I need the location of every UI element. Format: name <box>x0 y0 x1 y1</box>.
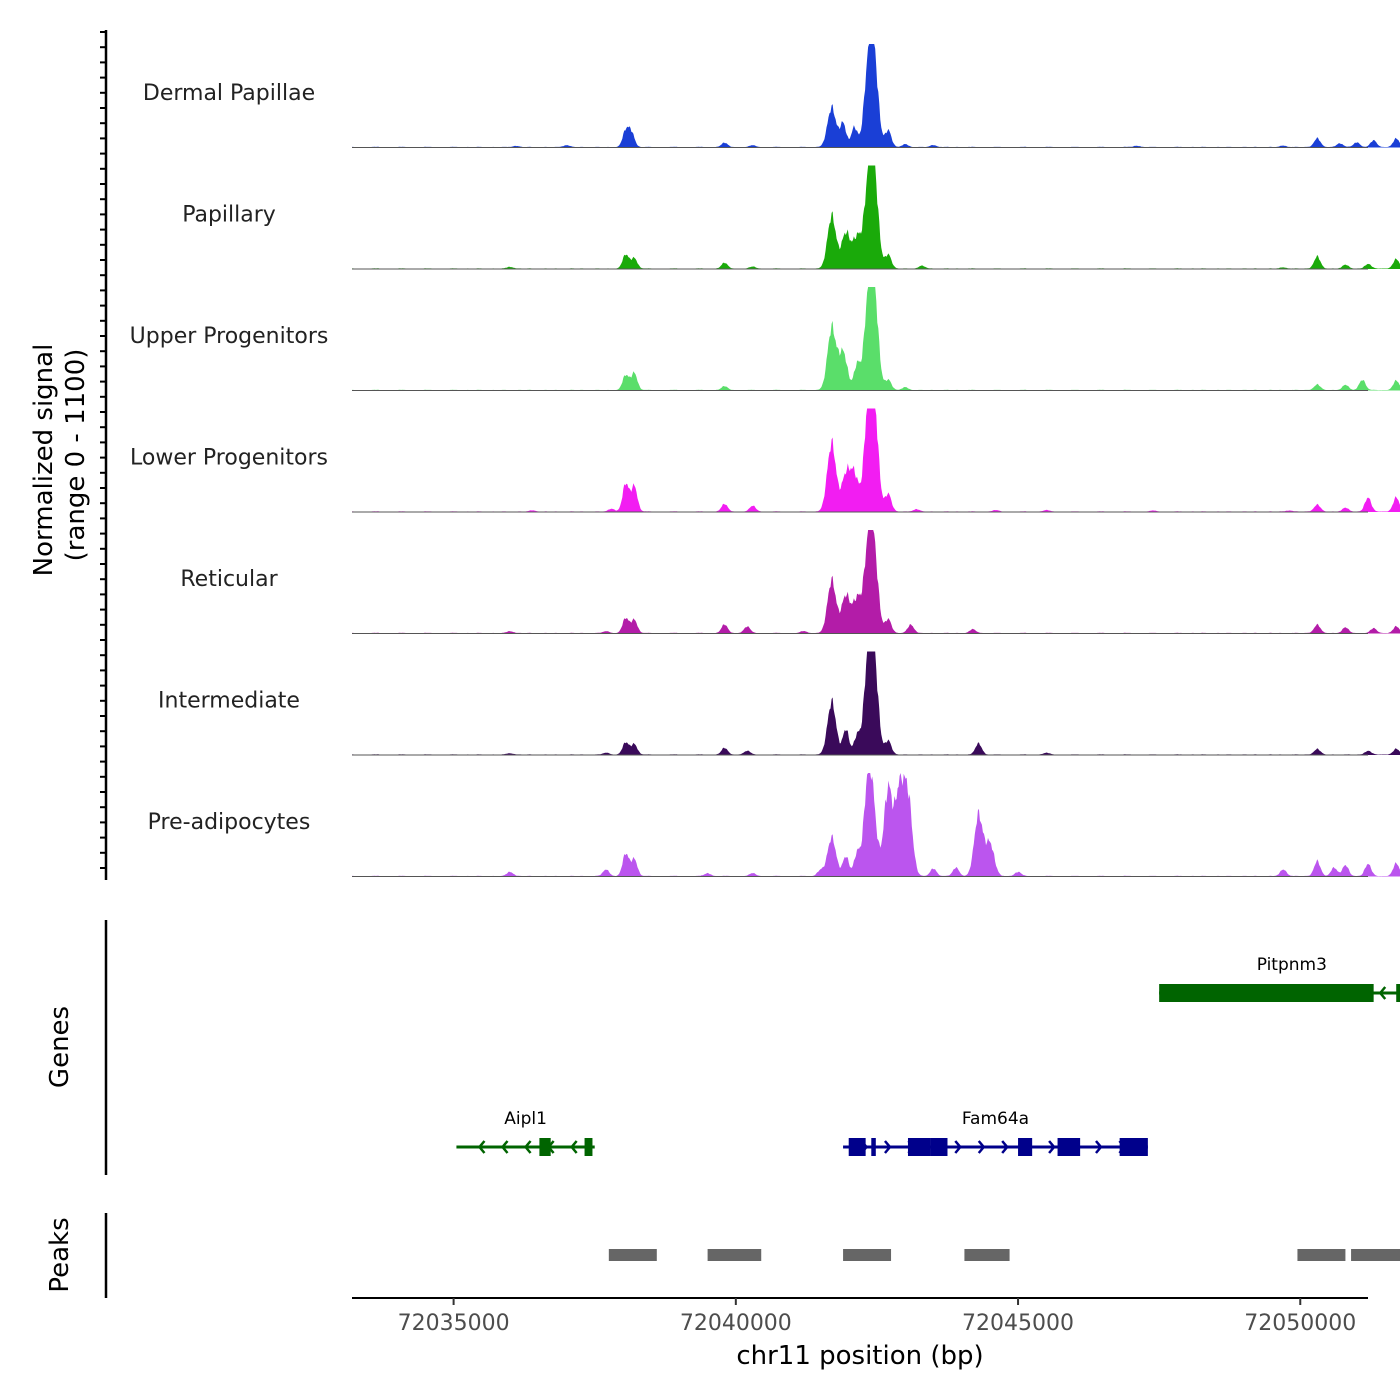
track-papillary: Papillary <box>182 165 1400 270</box>
strand-arrow <box>523 1140 532 1154</box>
x-axis-ticks: 72035000 72040000 72045000 72050000 <box>398 1298 1356 1336</box>
peak-region <box>1351 1249 1400 1261</box>
track-label: Intermediate <box>158 689 300 714</box>
track-upper-progenitors: Upper Progenitors <box>130 287 1400 391</box>
gene-label: Pitpnm3 <box>1257 955 1327 975</box>
gene-models: Aipl1 Fam64a Pitpnm3 <box>456 955 1400 1156</box>
gene-exon <box>539 1138 551 1156</box>
strand-arrow <box>883 1140 892 1154</box>
gene-exon <box>871 1138 876 1156</box>
gene-exon <box>1119 1138 1148 1156</box>
strand-arrow <box>1378 986 1387 1000</box>
gene-exon <box>1159 984 1374 1002</box>
gene-exon <box>1057 1138 1081 1156</box>
strand-arrow <box>977 1140 986 1154</box>
strand-arrow <box>500 1140 509 1154</box>
gene-label: Fam64a <box>962 1109 1029 1129</box>
track-label: Upper Progenitors <box>130 324 329 349</box>
track-dermal-papillae: Dermal Papillae <box>143 44 1400 148</box>
x-tick-label: 72045000 <box>962 1311 1074 1336</box>
peak-region <box>608 1249 657 1261</box>
gene-pitpnm3: Pitpnm3 <box>1159 955 1400 1002</box>
signal-y-axis <box>100 30 108 880</box>
gene-exon <box>930 1138 948 1156</box>
x-axis-title: chr11 position (bp) <box>736 1341 983 1371</box>
gene-fam64a: Fam64a <box>843 1109 1148 1156</box>
peak-region <box>1297 1249 1346 1261</box>
gene-label: Aipl1 <box>504 1109 547 1129</box>
peak-region <box>843 1249 892 1261</box>
track-label: Papillary <box>182 203 276 228</box>
signal-area <box>352 651 1400 755</box>
signal-area <box>352 165 1400 269</box>
track-label: Dermal Papillae <box>143 81 315 106</box>
gene-exon <box>848 1138 866 1156</box>
gene-exon <box>907 1138 931 1156</box>
peak-regions <box>608 1249 1400 1261</box>
strand-arrow <box>1001 1140 1009 1154</box>
peak-region <box>707 1249 762 1261</box>
x-tick-label: 72035000 <box>398 1311 510 1336</box>
x-tick-label: 72050000 <box>1244 1311 1356 1336</box>
track-lower-progenitors: Lower Progenitors <box>130 408 1400 513</box>
track-label: Lower Progenitors <box>130 446 328 471</box>
strand-arrow <box>1095 1140 1103 1154</box>
signal-area <box>352 408 1400 512</box>
strand-arrow <box>570 1140 578 1154</box>
gene-exon <box>584 1138 593 1156</box>
signal-area <box>352 287 1400 391</box>
strand-arrow <box>954 1140 962 1154</box>
peak-region <box>964 1249 1010 1261</box>
genes-title: Genes <box>45 1006 75 1088</box>
track-pre-adipocytes: Pre-adipocytes <box>148 773 1400 877</box>
track-reticular: Reticular <box>180 530 1400 634</box>
gene-aipl1: Aipl1 <box>456 1109 595 1156</box>
gene-exon <box>1018 1138 1033 1156</box>
y-axis-title: Normalized signal <box>29 344 59 577</box>
x-tick-label: 72040000 <box>680 1311 792 1336</box>
signal-area <box>352 530 1400 634</box>
signal-tracks: Dermal Papillae Papillary Upper Progenitor… <box>130 44 1400 877</box>
y-axis-subtitle: (range 0 - 1100) <box>61 349 91 562</box>
peaks-title: Peaks <box>45 1217 75 1292</box>
track-intermediate: Intermediate <box>158 651 1400 756</box>
signal-area <box>352 44 1400 148</box>
track-label: Pre-adipocytes <box>148 810 311 835</box>
signal-area <box>352 773 1400 877</box>
strand-arrow <box>477 1140 486 1154</box>
strand-arrow <box>1048 1140 1056 1154</box>
gene-exon <box>1396 984 1400 1002</box>
track-label: Reticular <box>180 567 278 592</box>
